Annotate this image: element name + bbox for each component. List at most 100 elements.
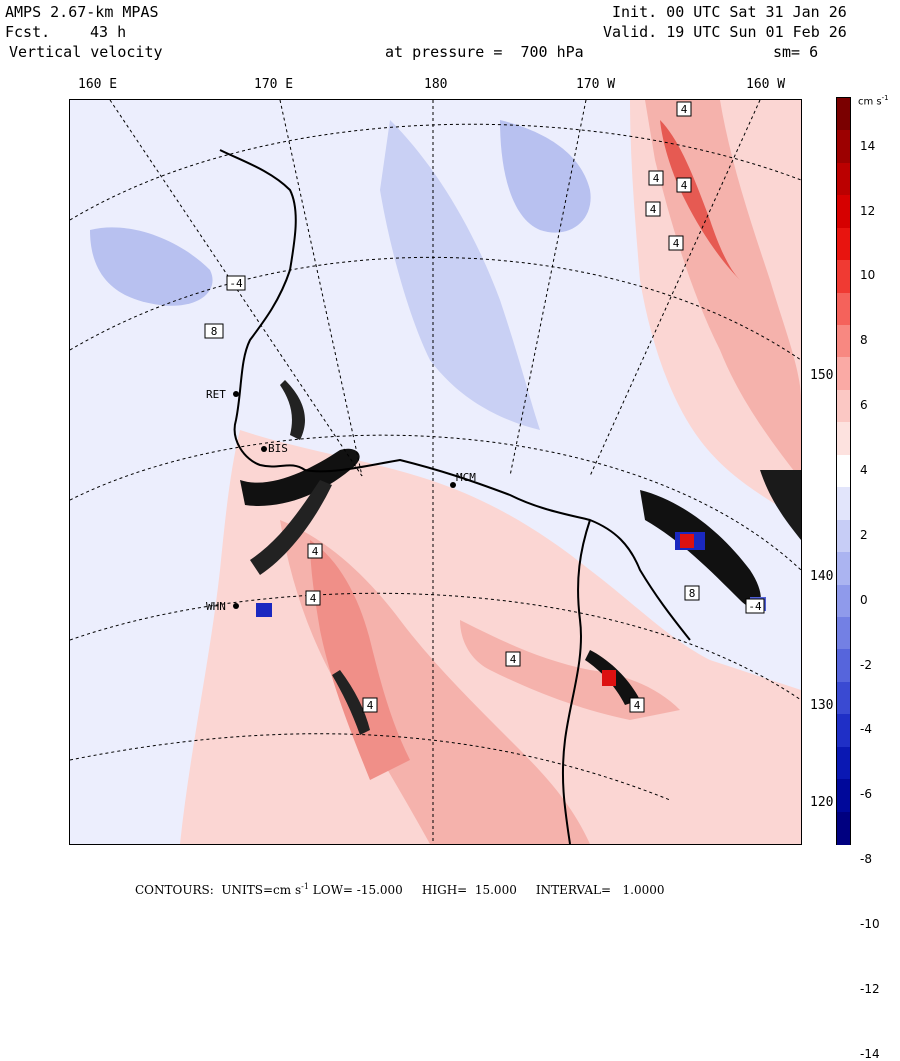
contour-label: 4: [629, 697, 645, 713]
downward-motion-region: [90, 227, 213, 306]
contour-label: 4: [305, 590, 321, 606]
upward-cell: [602, 670, 616, 686]
contours-units-exp: -1: [301, 882, 309, 891]
colorbar-segment: [837, 422, 850, 456]
valid-time: Valid. 19 UTC Sun 01 Feb 26: [603, 23, 847, 41]
colorbar-tick-label: -10: [860, 917, 880, 932]
contour-label: 4: [676, 101, 692, 117]
colorbar-segment: [837, 162, 850, 196]
colorbar-tick-label: -14: [860, 1046, 880, 1061]
station-marker: [261, 446, 267, 452]
colorbar-tick-label: -8: [860, 852, 872, 867]
colorbar-tick-label: 10: [860, 268, 876, 283]
colorbar-segment: [837, 98, 850, 132]
colorbar-segment: [837, 584, 850, 618]
colorbar-segment: [837, 552, 850, 586]
colorbar-segment: [837, 649, 850, 683]
svg-text:4: 4: [673, 237, 680, 250]
colorbar-segment: [837, 227, 850, 261]
station-label: BIS: [268, 442, 288, 455]
forecast-value: 43 h: [90, 23, 127, 41]
coastline: [219, 149, 691, 641]
contours-low: LOW= -15.000: [312, 883, 403, 897]
svg-text:4: 4: [510, 653, 517, 666]
coastline: [561, 519, 591, 844]
forecast-label: Fcst.: [5, 23, 51, 41]
downward-motion-region: [380, 120, 540, 430]
lon-label-180: 180: [424, 77, 448, 92]
colorbar-segment: [837, 389, 850, 423]
station-label: WHN: [206, 600, 226, 613]
station-marker: [233, 603, 239, 609]
parallel-circle: [70, 434, 801, 571]
svg-text:4: 4: [367, 699, 374, 712]
colorbar-tick-label: 2: [860, 527, 868, 542]
contour-label: 4: [505, 651, 521, 667]
colorbar-segment: [837, 292, 850, 326]
colorbar-segment: [837, 746, 850, 780]
station-marker: [450, 482, 456, 488]
contour-label: 4: [668, 235, 684, 251]
strong-motion-streak: [332, 670, 370, 735]
colorbar-segment: [837, 454, 850, 488]
strong-motion-streak: [250, 480, 332, 575]
svg-text:-4: -4: [229, 277, 243, 290]
colorbar-segment: [837, 325, 850, 359]
colorbar-segment: [837, 357, 850, 391]
colorbar-segment: [837, 779, 850, 813]
contour-label: -4: [745, 598, 765, 614]
model-title: AMPS 2.67-km MPAS: [5, 3, 159, 21]
lon-label-170e: 170 E: [254, 77, 294, 92]
svg-text:8: 8: [689, 587, 696, 600]
lon-label-160e: 160 E: [78, 77, 118, 92]
svg-text:4: 4: [653, 172, 660, 185]
colorbar-tick-label: 4: [860, 463, 868, 477]
svg-text:4: 4: [681, 179, 688, 192]
station-label: RET: [206, 388, 226, 401]
colorbar-tick-label: -6: [860, 787, 872, 802]
vertical-velocity-map: RET BIS WHN MCM 4 -4 8 4 4 4 4 8 4 -4 4 …: [69, 99, 802, 845]
contours-units: UNITS=cm s: [221, 883, 302, 897]
strong-motion-streak: [240, 448, 360, 506]
contours-high: HIGH= 15.000: [421, 883, 517, 897]
colorbar-segment: [837, 811, 850, 845]
svg-text:4: 4: [650, 203, 657, 216]
contour-label: 4: [645, 201, 661, 217]
svg-text:4: 4: [312, 545, 319, 558]
meridian-170w: [509, 100, 587, 477]
contour-label: 8: [204, 323, 224, 339]
colorbar-tick-label: -12: [860, 981, 880, 996]
colorbar-tick-label: 12: [860, 203, 876, 218]
meridian-160w: [589, 100, 761, 477]
colorbar-tick-label: -2: [860, 657, 872, 672]
contour-label: 4: [307, 543, 323, 559]
contour-label: 8: [684, 585, 700, 601]
contour-label: 4: [648, 170, 664, 186]
colorbar: [836, 97, 851, 845]
parallel-circle: [70, 256, 801, 361]
upward-motion-region: [280, 520, 590, 844]
svg-text:-4: -4: [748, 600, 762, 613]
colorbar-segment: [837, 681, 850, 715]
colorbar-segment: [837, 130, 850, 164]
lon-label-170w: 170 W: [576, 77, 616, 92]
station-label: MCM: [456, 471, 476, 484]
parallel-circle: [70, 592, 801, 701]
pressure-level: at pressure = 700 hPa: [385, 43, 584, 61]
colorbar-segment: [837, 260, 850, 294]
downward-cell: [256, 603, 272, 617]
downward-motion-region: [500, 120, 591, 233]
colorbar-tick-label: 8: [860, 333, 868, 348]
svg-text:4: 4: [310, 592, 317, 605]
init-time: Init. 00 UTC Sat 31 Jan 26: [612, 3, 847, 21]
contour-label: 4: [676, 177, 692, 193]
colorbar-tick-label: 14: [860, 138, 876, 153]
contour-info: CONTOURS: UNITS=cm s-1 LOW= -15.000 HIGH…: [135, 882, 665, 897]
lon-label-160w: 160 W: [746, 77, 786, 92]
contour-label: -4: [226, 275, 246, 291]
colorbar-segment: [837, 519, 850, 553]
colorbar-segment: [837, 616, 850, 650]
contours-label: CONTOURS:: [135, 883, 214, 897]
strong-motion-streak: [760, 470, 801, 540]
colorbar-segment: [837, 487, 850, 521]
